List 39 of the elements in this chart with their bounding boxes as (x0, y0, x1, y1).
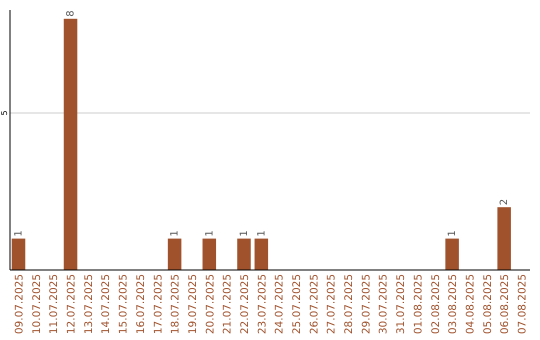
x-tick-label: 14.07.2025 (100, 274, 112, 334)
x-tick-label: 09.07.2025 (14, 274, 26, 334)
x-tick-label: 26.07.2025 (308, 274, 320, 334)
y-tick-label: 5 (0, 110, 9, 116)
x-tick-label: 17.07.2025 (152, 274, 164, 334)
x-tick-label: 02.08.2025 (430, 274, 442, 334)
x-tick-label: 13.07.2025 (82, 274, 95, 334)
x-tick-label: 30.07.2025 (378, 274, 390, 334)
x-tick-label: 20.07.2025 (204, 274, 216, 334)
x-tick-label: 24.07.2025 (274, 274, 286, 334)
data-label: 1 (170, 230, 181, 237)
x-tick-label: 15.07.2025 (118, 274, 130, 334)
x-tick-label: 23.07.2025 (256, 274, 268, 334)
data-label: 8 (66, 10, 77, 17)
data-label: 1 (238, 230, 250, 237)
data-label: 2 (499, 198, 510, 206)
x-tick-label: 31.07.2025 (395, 274, 408, 334)
x-tick-label: 29.07.2025 (360, 274, 372, 334)
x-tick-label: 04.08.2025 (464, 274, 476, 334)
x-tick-label: 11.07.2025 (48, 274, 60, 334)
x-tick-label: 03.08.2025 (447, 274, 460, 334)
data-label: 1 (447, 230, 458, 237)
data-label: 1 (256, 230, 268, 237)
data-label: 1 (204, 230, 216, 237)
x-tick-label: 12.07.2025 (66, 274, 78, 334)
x-tick-label: 19.07.2025 (186, 274, 199, 334)
x-tick-label: 28.07.2025 (343, 274, 356, 334)
x-tick-label: 21.07.2025 (222, 274, 234, 334)
x-tick-label: 27.07.2025 (326, 274, 338, 334)
data-label: 1 (14, 230, 24, 237)
x-tick-label: 06.08.2025 (499, 274, 512, 334)
x-tick-label: 01.08.2025 (412, 274, 424, 334)
x-tick-label: 10.07.2025 (30, 274, 43, 334)
x-tick-label: 16.07.2025 (134, 274, 147, 334)
x-tick-label: 05.08.2025 (482, 274, 494, 334)
x-tick-label: 22.07.2025 (238, 274, 251, 334)
x-tick-label: 18.07.2025 (170, 274, 182, 334)
x-tick-label: 07.08.2025 (516, 274, 528, 334)
x-tick-label: 25.07.2025 (291, 274, 304, 334)
